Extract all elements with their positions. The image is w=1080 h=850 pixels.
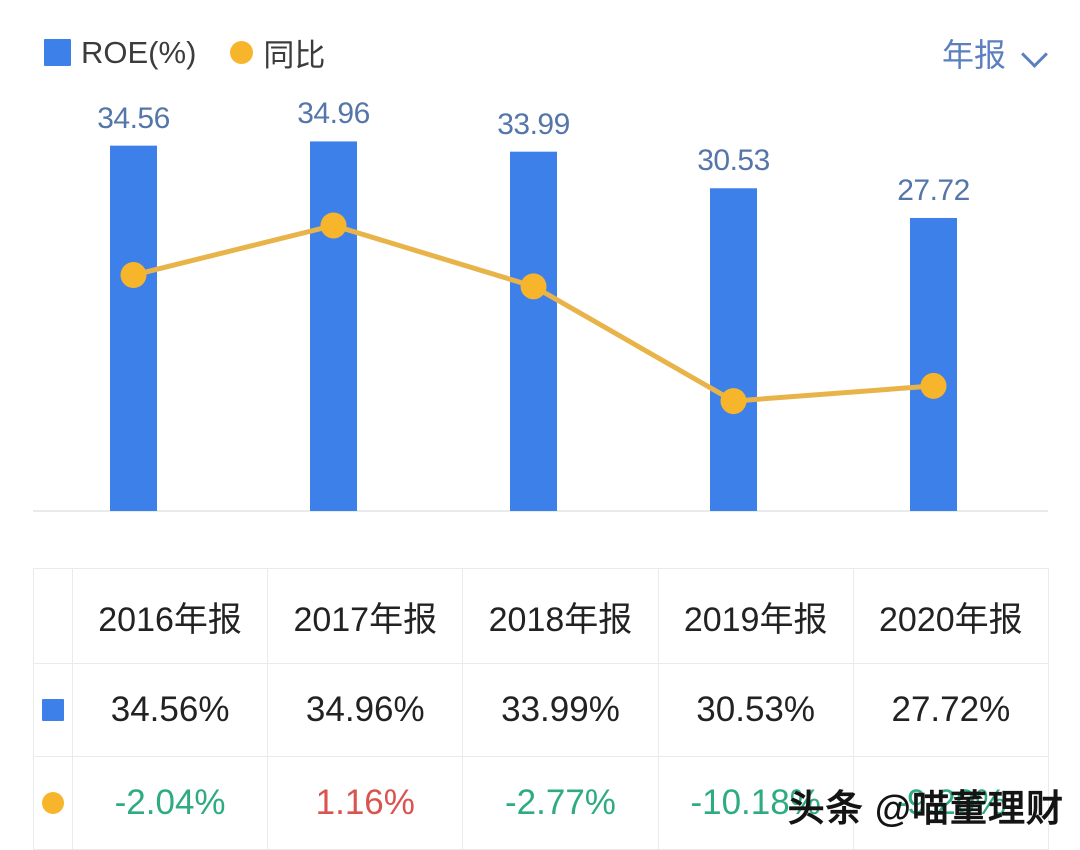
table-header-cell: 2019年报 xyxy=(657,568,854,664)
chart-legend: ROE(%) 同比 xyxy=(44,30,325,75)
table-row: 34.56% 34.96% 33.99% 30.53% 27.72% xyxy=(33,663,1049,757)
line-marker-2017年报[interactable] xyxy=(320,212,347,239)
table-row-icon-cell xyxy=(33,756,73,850)
table-cell: -2.77% xyxy=(462,756,659,850)
table-corner-cell xyxy=(33,568,73,664)
line-marker-2020年报[interactable] xyxy=(920,372,947,399)
table-cell: 1.16% xyxy=(267,756,464,850)
chevron-down-icon[interactable] xyxy=(1022,45,1048,61)
period-selector-label: 年报 xyxy=(941,37,1006,73)
table-cell: 34.56% xyxy=(71,663,269,757)
table-cell: 30.53% xyxy=(657,663,854,757)
square-swatch-icon xyxy=(42,699,64,721)
square-swatch-icon xyxy=(44,39,71,66)
circle-swatch-icon xyxy=(42,792,64,814)
table-cell: 34.96% xyxy=(267,663,464,757)
table-header-cell: 2018年报 xyxy=(462,568,659,664)
period-selector-dropdown[interactable]: 年报 xyxy=(942,30,1048,76)
bar-2018年报[interactable] xyxy=(510,151,557,512)
bar-value-label: 34.96 xyxy=(297,97,370,131)
table-cell: 33.99% xyxy=(462,663,659,757)
table-cell: -2.04% xyxy=(71,756,269,850)
bar-2020年报[interactable] xyxy=(910,217,957,511)
bar-value-label: 30.53 xyxy=(697,144,770,178)
table-row: -2.04% 1.16% -2.77% -10.18% -9.20% xyxy=(33,756,1049,850)
line-marker-2018年报[interactable] xyxy=(520,273,547,300)
line-marker-2019年报[interactable] xyxy=(720,388,747,415)
table-cell: -9.20% xyxy=(852,756,1049,850)
chart-header: ROE(%) 同比 年报 xyxy=(0,0,1080,92)
table-header-cell: 2017年报 xyxy=(267,568,464,664)
combo-chart-svg xyxy=(33,141,1048,512)
table-header-cell: 2016年报 xyxy=(71,568,269,664)
chart-plot-area: 34.56 34.96 33.99 30.53 27.72 xyxy=(0,92,1080,540)
table-row-icon-cell xyxy=(33,663,73,757)
bar-2016年报[interactable] xyxy=(110,145,157,511)
bar-2019年报[interactable] xyxy=(710,188,757,512)
line-marker-group xyxy=(120,212,947,415)
legend-label-roe: ROE(%) xyxy=(81,34,197,70)
data-table: 2016年报 2017年报 2018年报 2019年报 2020年报 34.56% 34.9… xyxy=(33,568,1049,850)
line-marker-2016年报[interactable] xyxy=(120,262,147,289)
table-cell: 27.72% xyxy=(852,663,1049,757)
table-header-cell: 2020年报 xyxy=(852,568,1049,664)
bar-2017年报[interactable] xyxy=(310,141,357,511)
bar-value-label: 33.99 xyxy=(497,107,570,141)
bar-value-label: 27.72 xyxy=(897,173,970,207)
table-header-row: 2016年报 2017年报 2018年报 2019年报 2020年报 xyxy=(33,568,1049,664)
table-cell: -10.18% xyxy=(657,756,854,850)
circle-swatch-icon xyxy=(230,41,254,64)
bar-series-group xyxy=(110,141,957,512)
legend-label-yoy: 同比 xyxy=(263,38,326,73)
bar-value-label: 34.56 xyxy=(97,101,170,135)
